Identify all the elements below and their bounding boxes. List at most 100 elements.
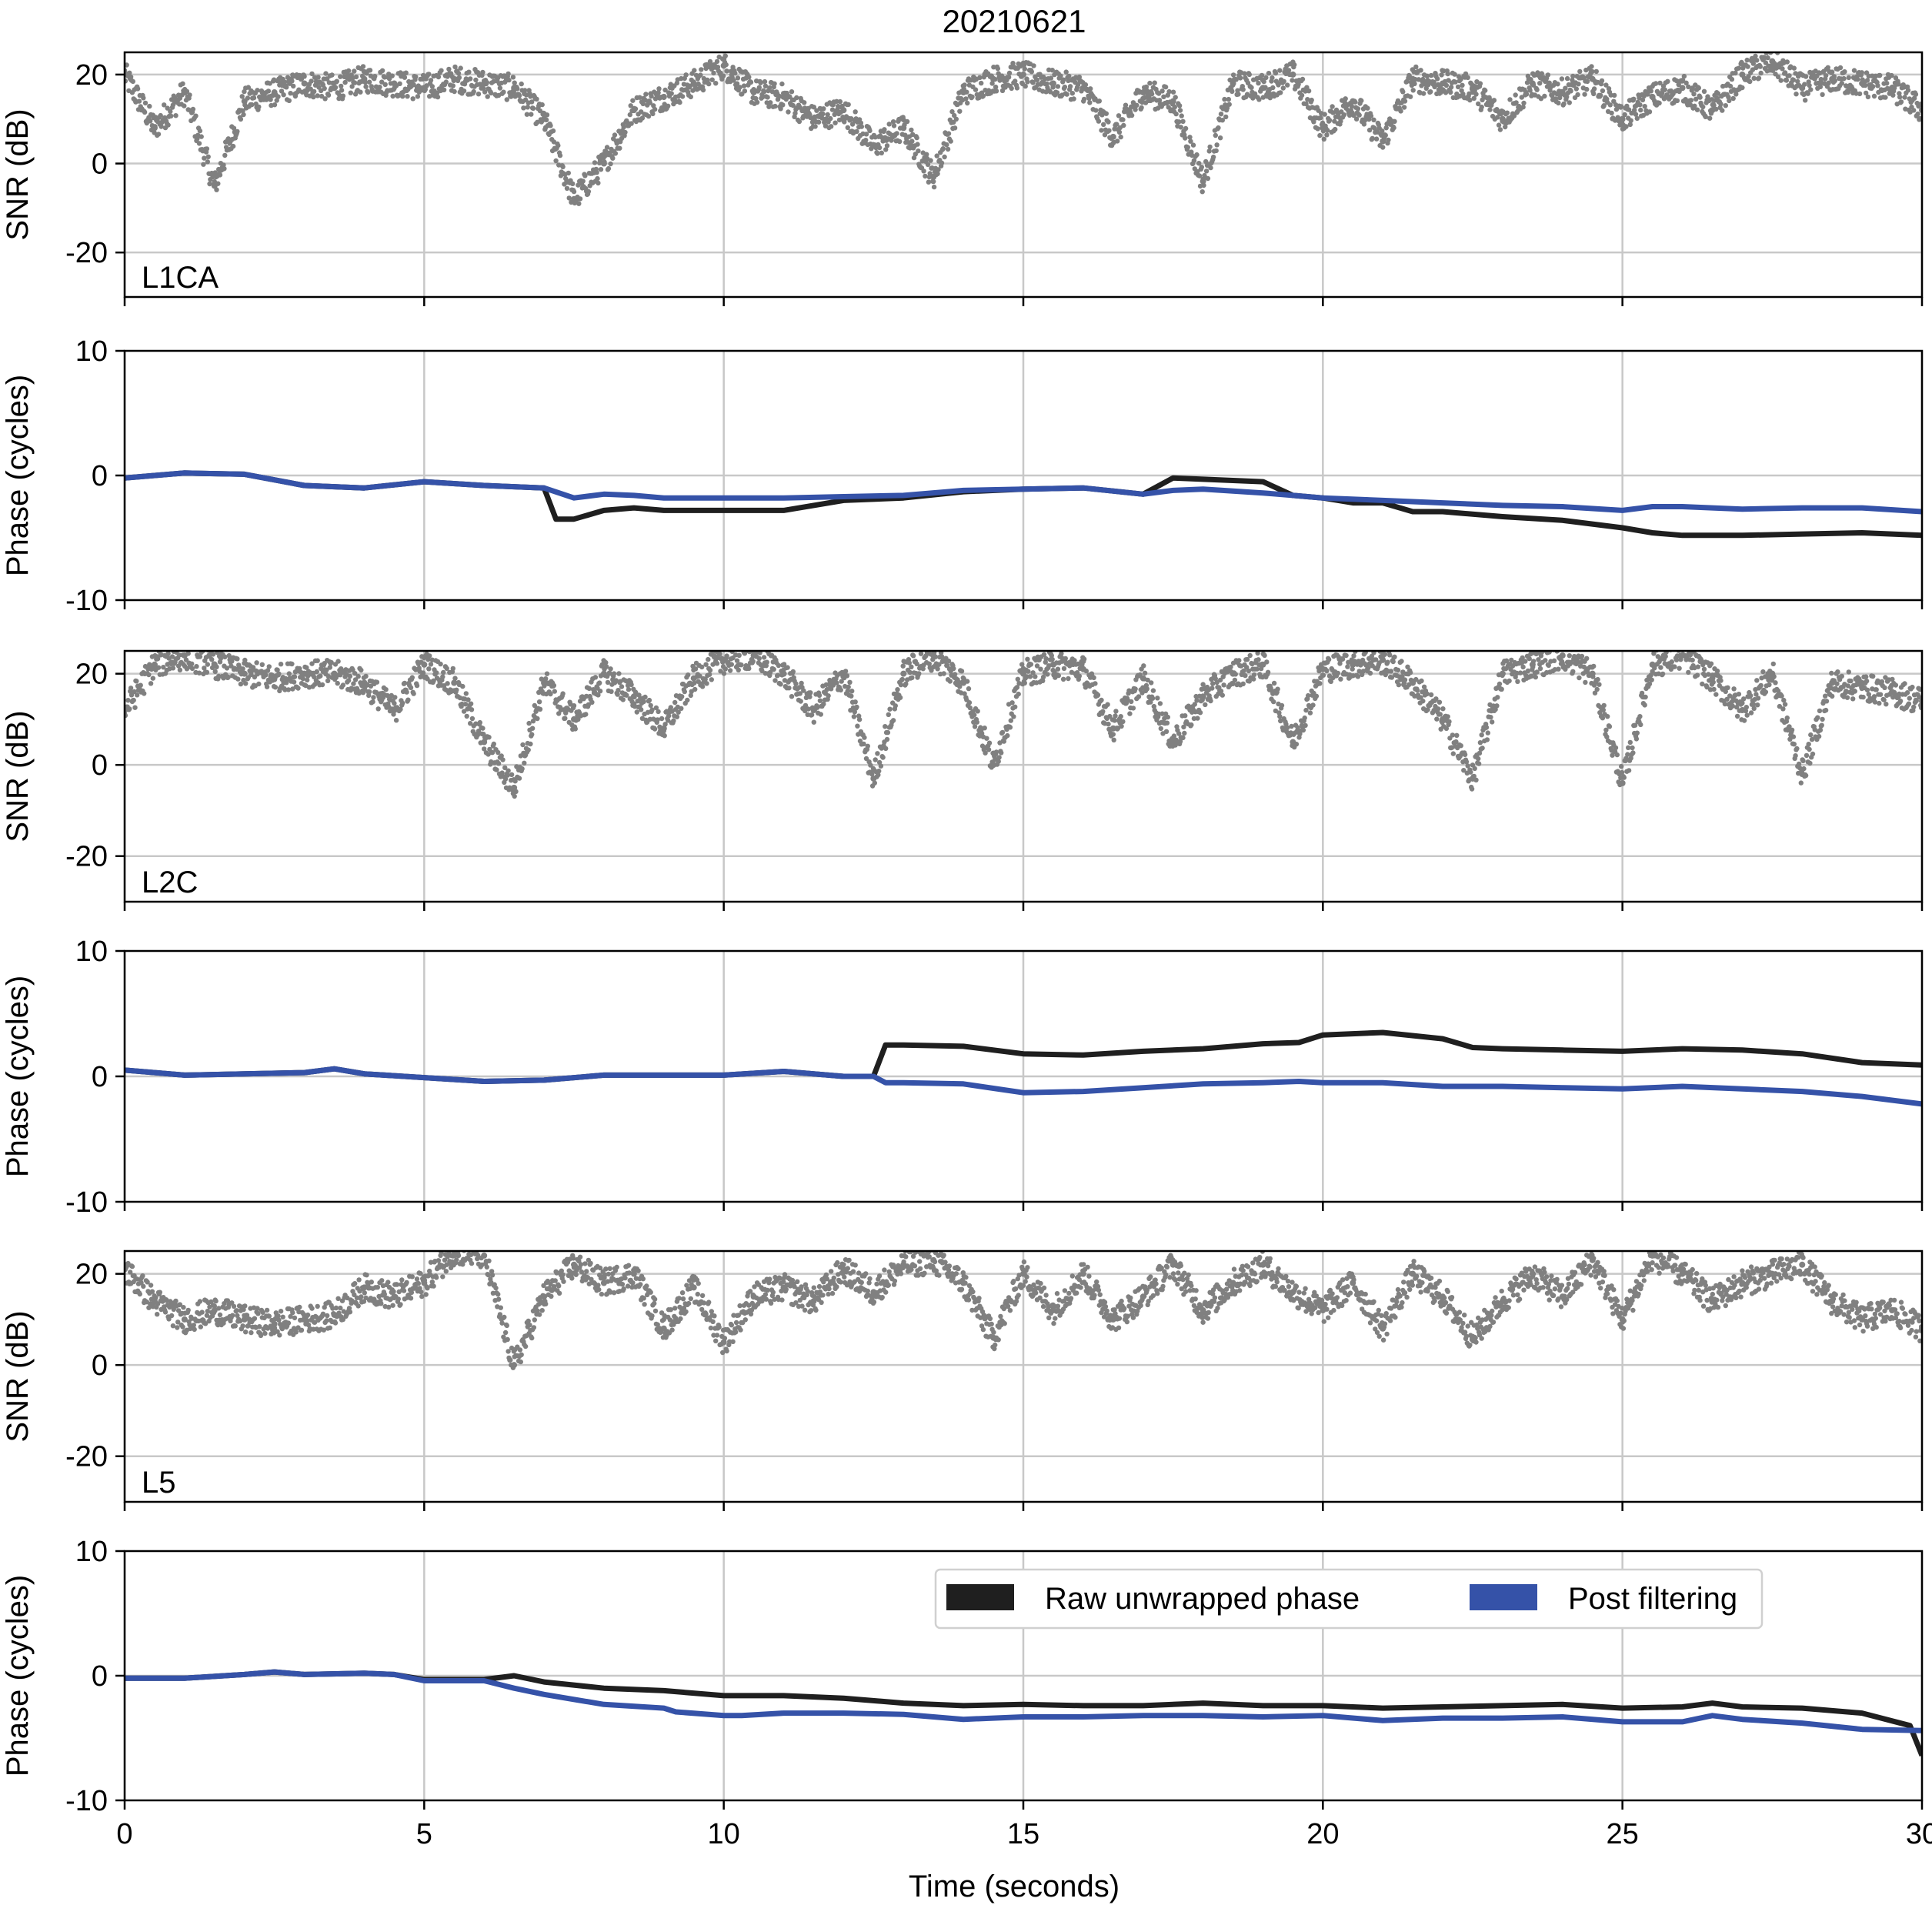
snr-point bbox=[1494, 703, 1500, 709]
snr-point bbox=[750, 659, 756, 664]
snr-point bbox=[1680, 78, 1686, 83]
snr-point bbox=[1747, 78, 1753, 85]
snr-point bbox=[1542, 93, 1547, 99]
snr-point bbox=[1005, 732, 1010, 739]
snr-point bbox=[884, 736, 890, 742]
snr-point bbox=[1829, 75, 1836, 82]
snr-point bbox=[807, 694, 813, 699]
snr-point bbox=[1392, 118, 1397, 124]
snr-point bbox=[466, 69, 472, 75]
snr-point bbox=[606, 165, 612, 172]
snr-point bbox=[199, 134, 204, 139]
snr-point bbox=[1443, 726, 1450, 731]
snr-point bbox=[731, 642, 736, 647]
snr-point bbox=[352, 671, 358, 676]
snr-point bbox=[1739, 71, 1746, 78]
snr-point bbox=[1382, 652, 1388, 657]
snr-point bbox=[393, 718, 399, 723]
snr-point bbox=[577, 699, 583, 704]
snr-point bbox=[155, 665, 162, 670]
plot-area bbox=[125, 642, 1922, 799]
snr-point bbox=[142, 109, 148, 115]
snr-point bbox=[935, 666, 940, 672]
snr-point bbox=[692, 686, 698, 692]
snr-point bbox=[769, 89, 776, 95]
snr-point bbox=[882, 127, 887, 132]
snr-point bbox=[1771, 47, 1776, 52]
snr-point bbox=[1214, 142, 1220, 148]
snr-point bbox=[611, 671, 617, 676]
snr-point bbox=[1246, 679, 1253, 684]
snr-point bbox=[1311, 119, 1316, 125]
snr-point bbox=[1133, 686, 1138, 692]
snr-point bbox=[792, 111, 798, 116]
snr-point bbox=[1842, 69, 1847, 75]
snr-point bbox=[318, 673, 323, 679]
snr-point bbox=[516, 776, 522, 781]
snr-point bbox=[1341, 112, 1347, 118]
snr-point bbox=[1286, 68, 1292, 73]
snr-point bbox=[489, 90, 494, 96]
snr-point bbox=[1180, 118, 1186, 124]
snr-point bbox=[1468, 769, 1473, 775]
snr-point bbox=[512, 80, 517, 85]
snr-point bbox=[702, 676, 708, 682]
snr-point bbox=[1765, 55, 1770, 61]
snr-point bbox=[983, 750, 988, 756]
snr-point bbox=[1230, 72, 1236, 78]
snr-point bbox=[339, 83, 344, 89]
snr-point bbox=[325, 678, 331, 683]
snr-point bbox=[502, 776, 509, 782]
snr-point bbox=[756, 656, 762, 661]
snr-point bbox=[427, 653, 432, 659]
snr-point bbox=[1674, 98, 1680, 104]
y-tick-label: 10 bbox=[75, 335, 108, 368]
snr-point bbox=[969, 94, 975, 99]
snr-point bbox=[714, 661, 720, 666]
snr-point bbox=[522, 760, 527, 766]
snr-point bbox=[1499, 115, 1506, 122]
snr-point bbox=[698, 72, 703, 78]
snr-point bbox=[1255, 651, 1260, 656]
snr-point bbox=[1823, 73, 1829, 78]
snr-point bbox=[1556, 666, 1561, 672]
snr-point bbox=[1395, 667, 1401, 673]
snr-point bbox=[993, 749, 999, 755]
snr-point bbox=[1066, 73, 1072, 79]
snr-point bbox=[739, 662, 744, 668]
snr-point bbox=[772, 103, 778, 109]
snr-point bbox=[1148, 699, 1153, 705]
snr-point bbox=[1600, 88, 1606, 94]
snr-point bbox=[1120, 719, 1126, 725]
snr-point bbox=[1079, 85, 1086, 92]
snr-point bbox=[1694, 107, 1700, 112]
snr-point bbox=[1106, 128, 1112, 133]
snr-point bbox=[256, 681, 262, 687]
snr-point bbox=[1517, 670, 1523, 676]
snr-point bbox=[692, 680, 697, 686]
snr-point bbox=[464, 713, 469, 719]
snr-point bbox=[966, 700, 973, 706]
snr-point bbox=[621, 124, 626, 130]
snr-point bbox=[856, 717, 863, 722]
snr-point bbox=[461, 709, 467, 714]
snr-point bbox=[371, 695, 376, 700]
snr-point bbox=[1504, 110, 1510, 115]
snr-point bbox=[884, 143, 890, 148]
snr-point bbox=[768, 669, 773, 675]
snr-point bbox=[1846, 75, 1851, 81]
snr-point bbox=[1218, 689, 1224, 694]
snr-point bbox=[1633, 112, 1639, 117]
snr-point bbox=[697, 673, 702, 679]
snr-point bbox=[1056, 672, 1062, 679]
snr-point bbox=[259, 662, 265, 667]
snr-point bbox=[1538, 96, 1544, 102]
snr-point bbox=[717, 651, 722, 657]
snr-point bbox=[806, 706, 811, 712]
snr-point bbox=[1006, 75, 1012, 80]
snr-point bbox=[1303, 707, 1309, 713]
snr-point bbox=[1653, 81, 1659, 86]
snr-point bbox=[1049, 68, 1055, 73]
snr-point bbox=[553, 158, 559, 164]
snr-point bbox=[1623, 756, 1629, 761]
